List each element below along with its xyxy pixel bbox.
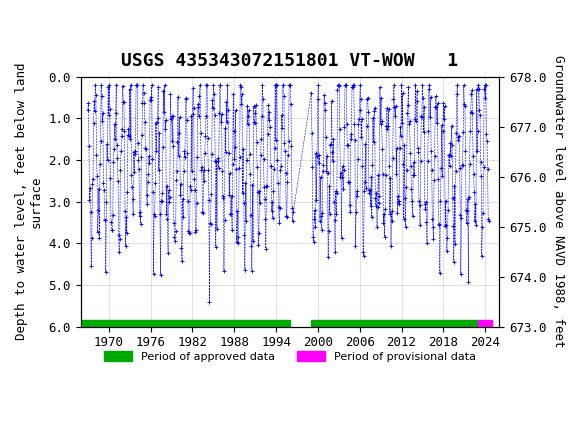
Title: USGS 435343072151801 VT-WOW   1: USGS 435343072151801 VT-WOW 1 — [121, 52, 459, 70]
Bar — [311, 320, 478, 326]
Legend: Period of approved data, Period of provisional data: Period of approved data, Period of provi… — [100, 346, 480, 366]
Y-axis label: Groundwater level above NAVD 1988, feet: Groundwater level above NAVD 1988, feet — [552, 55, 565, 348]
Bar — [81, 320, 290, 326]
Y-axis label: Depth to water level, feet below land
surface: Depth to water level, feet below land su… — [15, 63, 43, 341]
Bar — [478, 320, 492, 326]
Text: ≡USGS: ≡USGS — [6, 9, 64, 28]
